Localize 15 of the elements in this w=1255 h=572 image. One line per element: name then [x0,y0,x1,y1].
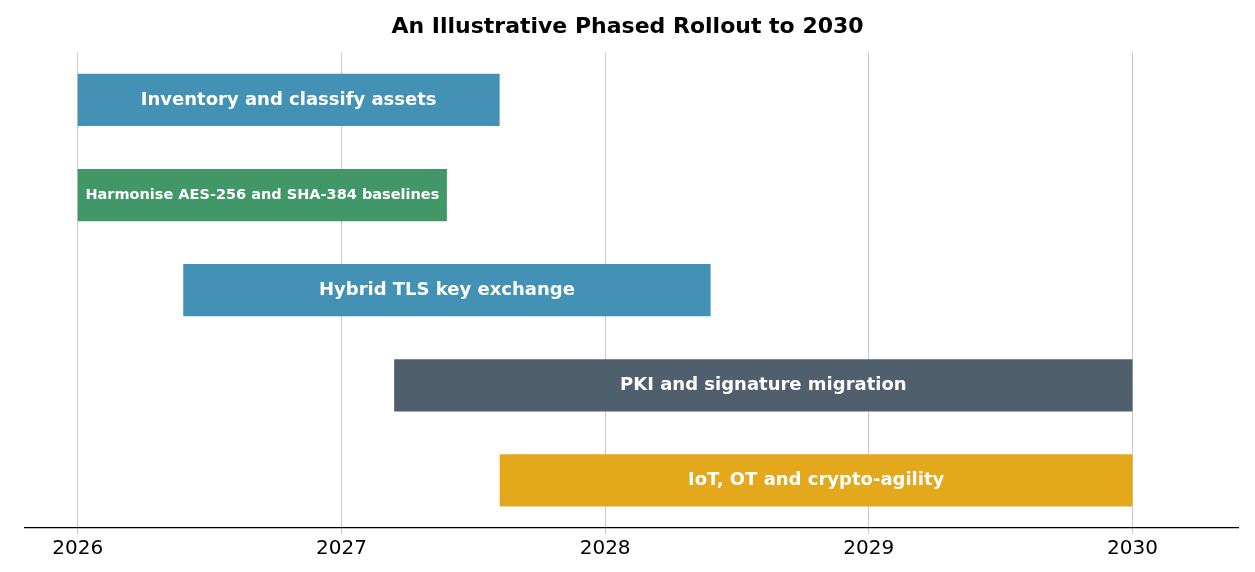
x-tick-label: 2028 [579,535,631,560]
y-tick-label: Harmonise AES-256 and SHA-384 baselines [85,185,440,202]
x-tick-label: 2026 [52,535,104,560]
bar [394,359,1133,412]
bar [499,454,1133,507]
y-tick-label: IoT, OT and crypto-agility [687,468,945,490]
bar [183,264,711,317]
y-tick-label: Hybrid TLS key exchange [318,277,575,299]
bar [77,73,500,127]
y-tick-label: Inventory and classify assets [140,87,437,109]
y-tick-label: PKI and signature migration [620,372,907,394]
x-tick-label: 2027 [315,535,367,560]
x-tick-label: 2029 [843,535,895,560]
chart-title: An Illustrative Phased Rollout to 2030 [391,12,864,38]
x-tick-label: 2030 [1107,535,1158,560]
